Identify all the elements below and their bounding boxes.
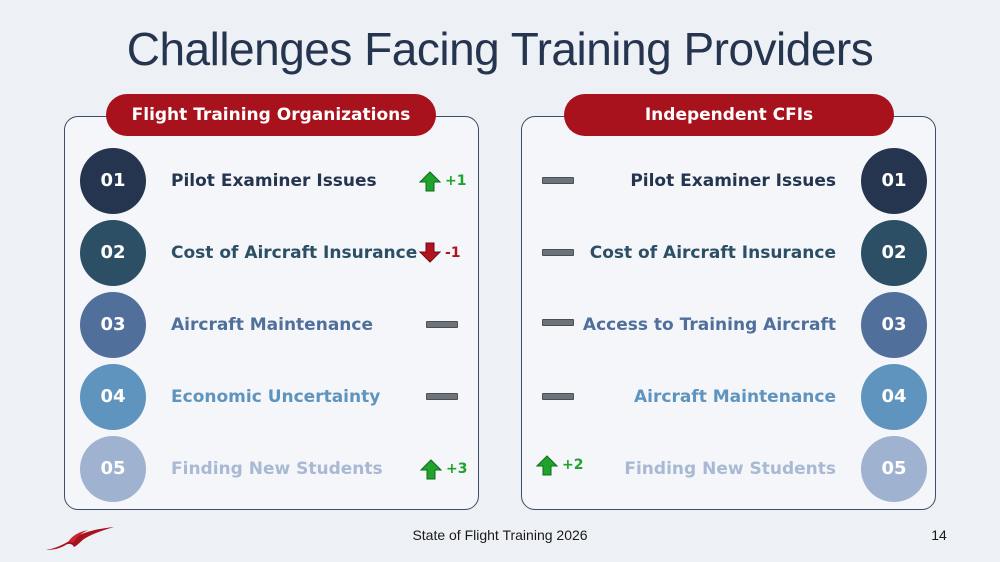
fto-row: 02 Cost of Aircraft Insurance -1 bbox=[0, 220, 500, 286]
trend-change: +2 bbox=[562, 457, 584, 473]
cfi-row: 03 Access to Training Aircraft bbox=[500, 292, 1000, 358]
no-change-dash-icon bbox=[542, 319, 574, 326]
trend-indicator: +2 bbox=[536, 454, 583, 476]
no-change-dash-icon bbox=[426, 393, 458, 400]
cfi-row: 05 Finding New Students +2 bbox=[500, 436, 1000, 502]
cfi-row: 02 Cost of Aircraft Insurance bbox=[500, 220, 1000, 286]
no-change-dash-icon bbox=[542, 393, 574, 400]
arrow-up-icon bbox=[419, 171, 441, 192]
page-number: 14 bbox=[931, 527, 947, 543]
arrow-up-icon bbox=[536, 455, 558, 476]
fto-row: 05 Finding New Students +3 bbox=[0, 436, 500, 502]
trend-change: -1 bbox=[445, 245, 461, 261]
fto-row: 04 Economic Uncertainty bbox=[0, 364, 500, 430]
no-change-dash-icon bbox=[542, 249, 574, 256]
challenge-label: Finding New Students bbox=[624, 459, 836, 479]
rank-badge: 03 bbox=[80, 292, 146, 358]
cfi-panel-header: Independent CFIs bbox=[564, 94, 894, 136]
challenge-label: Finding New Students bbox=[171, 459, 383, 479]
rank-badge: 01 bbox=[861, 148, 927, 214]
fto-row: 01 Pilot Examiner Issues +1 bbox=[0, 148, 500, 214]
arrow-up-icon bbox=[420, 459, 442, 480]
trend-change: +3 bbox=[446, 461, 468, 477]
footer-text: State of Flight Training 2026 bbox=[412, 527, 588, 543]
challenge-label: Access to Training Aircraft bbox=[582, 315, 836, 335]
challenge-label: Pilot Examiner Issues bbox=[171, 171, 377, 191]
cfi-row: 04 Aircraft Maintenance bbox=[500, 364, 1000, 430]
trend-indicator: -1 bbox=[419, 242, 461, 264]
slide-title: Challenges Facing Training Providers bbox=[126, 23, 874, 75]
rank-badge: 04 bbox=[80, 364, 146, 430]
trend-change: +1 bbox=[445, 173, 467, 189]
cfi-row: 01 Pilot Examiner Issues bbox=[500, 148, 1000, 214]
rank-badge: 05 bbox=[80, 436, 146, 502]
rank-badge: 04 bbox=[861, 364, 927, 430]
fto-panel-header: Flight Training Organizations bbox=[106, 94, 436, 136]
arrow-down-icon bbox=[419, 242, 441, 263]
bird-logo-icon bbox=[46, 527, 114, 550]
rank-badge: 03 bbox=[861, 292, 927, 358]
challenge-label: Economic Uncertainty bbox=[171, 387, 381, 407]
challenge-label: Aircraft Maintenance bbox=[171, 315, 373, 335]
fto-row: 03 Aircraft Maintenance bbox=[0, 292, 500, 358]
challenge-label: Cost of Aircraft Insurance bbox=[589, 243, 836, 263]
rank-badge: 01 bbox=[80, 148, 146, 214]
no-change-dash-icon bbox=[426, 321, 458, 328]
rank-badge: 05 bbox=[861, 436, 927, 502]
no-change-dash-icon bbox=[542, 177, 574, 184]
challenge-label: Aircraft Maintenance bbox=[634, 387, 836, 407]
rank-badge: 02 bbox=[80, 220, 146, 286]
challenge-label: Pilot Examiner Issues bbox=[630, 171, 836, 191]
challenge-label: Cost of Aircraft Insurance bbox=[171, 243, 418, 263]
trend-indicator: +3 bbox=[420, 458, 467, 480]
trend-indicator: +1 bbox=[419, 170, 466, 192]
rank-badge: 02 bbox=[861, 220, 927, 286]
